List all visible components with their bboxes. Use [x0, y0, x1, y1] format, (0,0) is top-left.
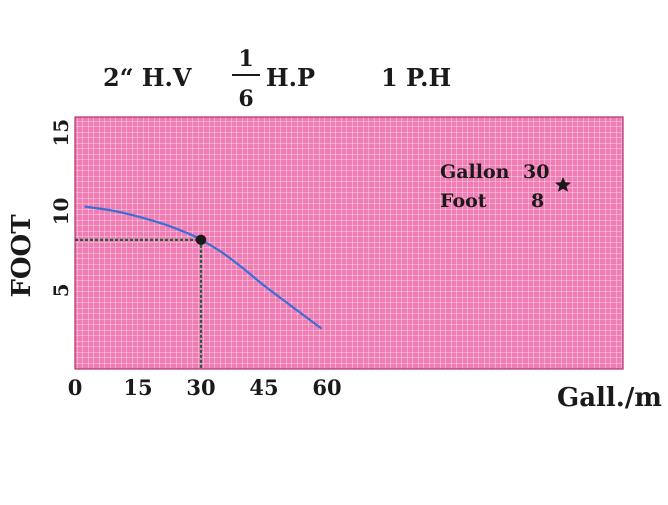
y-tick-label: 5: [49, 283, 73, 297]
chart-marks: 0 15 30 45 60 5 10 15: [49, 119, 342, 400]
plot-area: [74, 116, 624, 370]
operating-point-marker: [195, 234, 207, 246]
x-axis-label: Gall./m: [557, 383, 662, 413]
plot-grid: [75, 117, 623, 369]
phase-label: 1 P.H: [381, 63, 451, 92]
hp-denominator: 6: [238, 86, 253, 112]
annotation-foot-label: Foot: [440, 190, 487, 212]
annotation-gallon-value: 30: [523, 161, 549, 183]
x-tick-label: 30: [186, 375, 215, 400]
hp-numerator: 1: [238, 46, 253, 72]
x-tick-label: 60: [312, 375, 341, 400]
hp-unit-label: H.P: [266, 63, 315, 92]
x-tick-label: 0: [68, 375, 83, 400]
y-tick-label: 15: [49, 119, 73, 147]
x-tick-label: 15: [123, 375, 152, 400]
annotation-gallon-label: Gallon: [440, 161, 510, 183]
chart-header: 2“ H.V 1 6 H.P 1 P.H: [103, 46, 451, 112]
pump-size-label: 2“ H.V: [103, 63, 192, 92]
plot-border: [74, 116, 624, 370]
x-tick-label: 45: [249, 375, 278, 400]
y-axis-label: FOOT: [7, 214, 37, 298]
rated-point-annotation: Gallon 30 Foot 8: [440, 161, 571, 212]
star-icon: [555, 177, 571, 192]
performance-curve-0: [84, 205, 322, 330]
annotation-foot-value: 8: [531, 190, 544, 212]
y-tick-label: 10: [49, 198, 73, 226]
